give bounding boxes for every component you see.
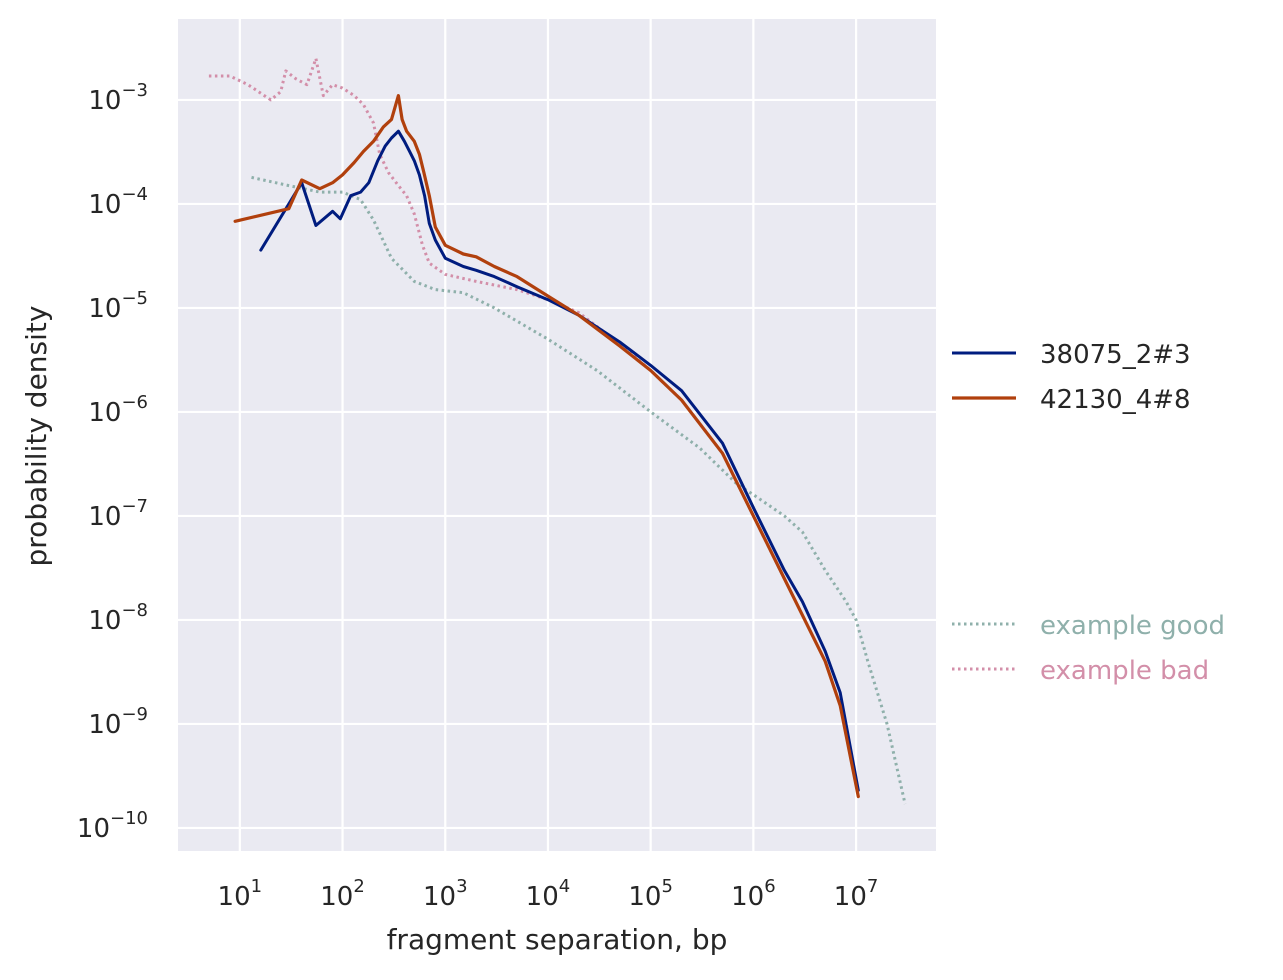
y-tick-label: 10−3 (88, 80, 148, 116)
x-tick-label: 105 (628, 876, 673, 912)
y-tick-label: 10−5 (88, 288, 148, 324)
legend-label: example bad (1040, 656, 1209, 686)
x-axis-title: fragment separation, bp (387, 923, 728, 956)
series-line (259, 129, 860, 792)
x-tick-label: 101 (218, 876, 263, 912)
series-lines (208, 57, 907, 805)
x-tick-label: 106 (731, 876, 776, 912)
x-tick-label: 103 (423, 876, 468, 912)
x-tick-label: 102 (320, 876, 365, 912)
y-tick-label: 10−8 (88, 600, 148, 636)
series-line (233, 94, 860, 799)
x-tick-label: 107 (834, 876, 879, 912)
y-tick-label: 10−7 (88, 496, 148, 532)
y-tick-label: 10−10 (77, 808, 148, 844)
y-tick-label: 10−9 (88, 704, 148, 740)
y-tick-label: 10−4 (88, 184, 148, 220)
legend-label: 42130_4#8 (1040, 385, 1191, 415)
y-axis-title: probability density (20, 306, 53, 567)
plot-background (178, 19, 936, 851)
x-tick-label: 104 (526, 876, 571, 912)
y-tick-label: 10−6 (88, 392, 148, 428)
y-tick-labels: 10−3 10−4 10−5 10−6 10−7 10−8 10−9 10−10 (77, 80, 148, 844)
legend-label: example good (1040, 611, 1225, 641)
legend-label: 38075_2#3 (1040, 340, 1191, 370)
x-tick-labels: 101 102 103 104 105 106 107 (218, 876, 879, 912)
